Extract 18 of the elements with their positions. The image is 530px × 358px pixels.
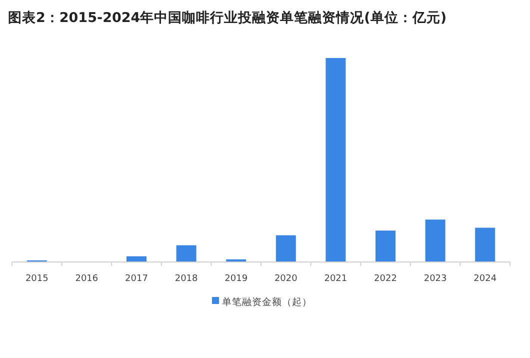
x-tick-label: 2020 (274, 274, 298, 284)
x-tick-label: 2021 (324, 274, 348, 284)
chart-title: 图表2：2015-2024年中国咖啡行业投融资单笔融资情况(单位：亿元) (8, 10, 446, 26)
x-tick-label: 2019 (224, 274, 248, 284)
x-tick-label: 2022 (374, 274, 397, 284)
bar (276, 235, 296, 262)
x-tick-label: 2017 (125, 274, 148, 284)
x-tick-label: 2015 (25, 274, 48, 284)
x-tick-label: 2024 (474, 274, 497, 284)
x-tick-label: 2016 (75, 274, 98, 284)
bar (326, 58, 346, 262)
bar (176, 245, 196, 262)
x-tick-label: 2018 (174, 274, 198, 284)
bar (376, 230, 396, 262)
bar (475, 228, 496, 262)
x-tick-label: 2023 (424, 274, 447, 284)
legend-label: 单笔融资金额（起） (222, 296, 312, 308)
bar (425, 220, 446, 262)
